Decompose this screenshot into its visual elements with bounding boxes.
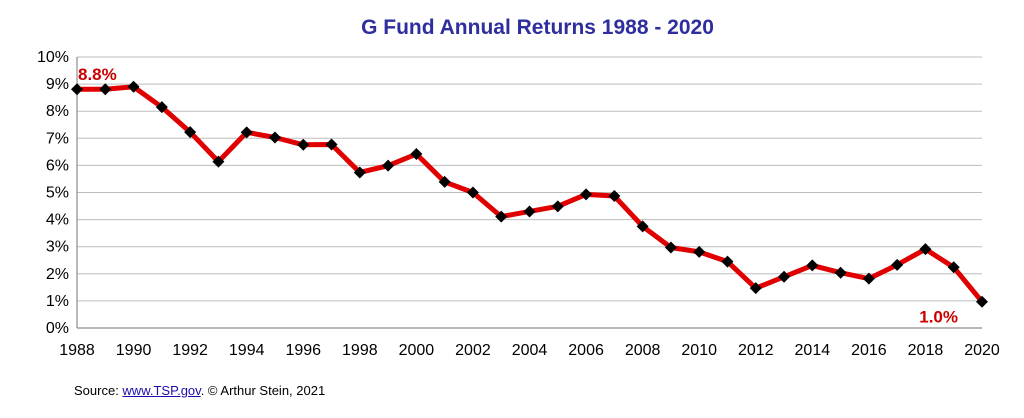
data-point [523,205,536,218]
data-point [580,188,593,201]
y-tick-label: 2% [46,266,69,283]
series-group [71,80,988,308]
y-tick-label: 10% [37,49,69,66]
x-tick-label: 2004 [512,342,548,359]
data-point [71,83,83,96]
data-point [608,190,621,203]
x-tick-label: 2000 [399,342,435,359]
data-point [382,159,395,172]
annotations: 8.8% 1.0% [78,65,958,326]
y-tick-label: 4% [46,212,69,229]
data-point [721,255,734,268]
x-tick-label: 2016 [851,342,887,359]
source-prefix: Source: [74,383,123,398]
data-point [664,241,677,254]
data-point [155,101,168,114]
x-tick-label: 1988 [59,342,95,359]
x-axis-ticks: 1988 1990 1992 1994 1996 1998 2000 2002 2004 2006… [59,342,1000,359]
series-line [77,84,984,304]
x-tick-label: 2012 [738,342,774,359]
x-tick-label: 1996 [285,342,321,359]
x-tick-label: 1994 [229,342,265,359]
data-point [99,83,112,96]
data-point [127,80,140,93]
x-tick-label: 2006 [568,342,604,359]
x-tick-label: 1990 [116,342,152,359]
data-point [466,186,479,199]
data-point [778,270,791,283]
annotation-label: 1.0% [919,308,958,327]
data-point [240,126,253,139]
data-point [184,126,197,139]
axes [76,57,982,329]
y-tick-label: 1% [46,293,69,310]
y-tick-label: 9% [46,76,69,93]
data-point [636,220,649,233]
data-point [947,261,960,274]
x-tick-label: 2018 [908,342,944,359]
data-point [891,258,904,271]
source-suffix: . © Arthur Stein, 2021 [200,383,326,398]
y-tick-label: 3% [46,239,69,256]
y-tick-label: 5% [46,185,69,202]
x-tick-label: 2002 [455,342,491,359]
y-tick-label: 6% [46,157,69,174]
y-tick-label: 0% [46,320,69,337]
grid-lines [77,56,982,302]
y-axis-ticks: 0% 1% 2% 3% 4% 5% 6% 7% 8% 9% 10% [37,49,69,337]
data-point [297,138,310,151]
chart-title: G Fund Annual Returns 1988 - 2020 [361,16,714,39]
data-point [551,200,564,213]
data-point [834,266,847,279]
data-point [693,245,706,258]
y-tick-label: 7% [46,130,69,147]
data-point [268,131,281,144]
data-point [438,175,451,188]
x-tick-label: 2008 [625,342,661,359]
x-tick-label: 1992 [172,342,208,359]
annotation-label: 8.8% [78,65,117,84]
data-point [353,166,366,179]
y-tick-label: 8% [46,103,69,120]
data-point [495,210,508,223]
data-point [212,155,225,168]
x-tick-label: 2020 [964,342,1000,359]
source-link[interactable]: www.TSP.gov [122,383,201,398]
source-note: Source: www.TSP.gov. © Arthur Stein, 202… [74,383,325,398]
x-tick-label: 2010 [681,342,717,359]
data-point [749,282,762,295]
data-point [325,138,338,151]
data-point [976,295,988,308]
data-point [919,243,932,256]
data-point [410,148,423,161]
x-tick-label: 1998 [342,342,378,359]
data-point [862,272,875,285]
x-tick-label: 2014 [795,342,831,359]
data-point [806,259,819,272]
